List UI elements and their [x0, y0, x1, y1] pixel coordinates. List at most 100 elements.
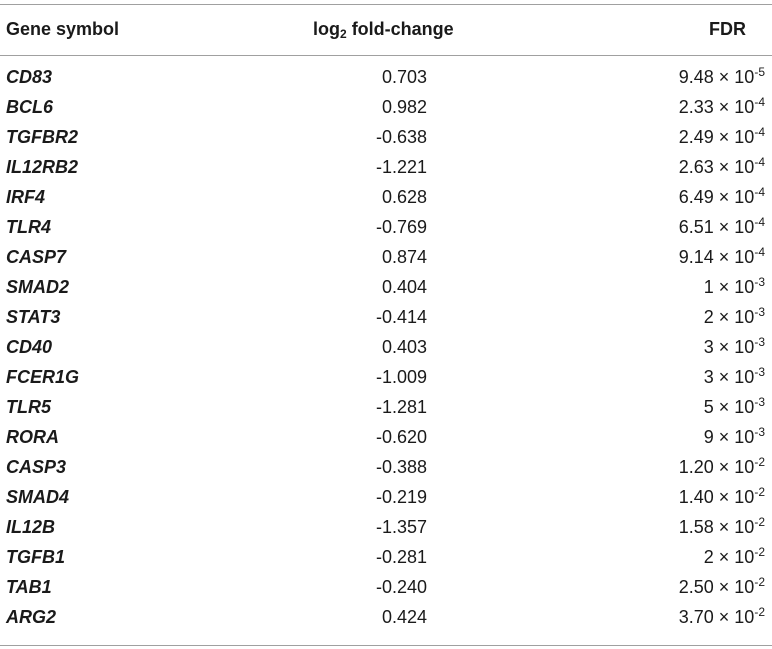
fdr-cell: 3 × 10-3	[704, 332, 765, 362]
fdr-exponent: -2	[754, 455, 765, 469]
gene-symbol-cell: CD40	[6, 337, 53, 357]
gene-symbol-cell: TLR4	[6, 217, 51, 237]
fdr-exponent: -4	[754, 245, 765, 259]
fdr-cell: 2.33 × 10-4	[679, 92, 765, 122]
fdr-cell: 9 × 10-3	[704, 422, 765, 452]
table-row: IL12RB2 -1.221 2.63 × 10-4	[0, 152, 772, 182]
gene-symbol-cell: BCL6	[6, 97, 54, 117]
fold-change-cell: 0.874	[381, 247, 427, 267]
fdr-times-ten: × 10	[713, 367, 755, 387]
fdr-times-ten: × 10	[713, 487, 755, 507]
fdr-mantissa: 1.40	[678, 487, 714, 507]
fdr-mantissa: 2	[703, 547, 714, 567]
fold-change-cell: 0.403	[381, 337, 427, 357]
gene-symbol-cell: ARG2	[6, 607, 57, 627]
fdr-mantissa: 5	[703, 397, 714, 417]
gene-symbol-cell: IL12B	[6, 517, 56, 537]
fdr-mantissa: 1.58	[678, 517, 714, 537]
fdr-cell: 3 × 10-3	[704, 362, 765, 392]
fold-change-cell: -0.414	[375, 307, 427, 327]
fdr-cell: 2.50 × 10-2	[679, 572, 765, 602]
fdr-mantissa: 1	[703, 277, 714, 297]
fdr-exponent: -2	[754, 545, 765, 559]
gene-symbol-cell: CASP7	[6, 247, 67, 267]
table-header-rule	[0, 55, 772, 56]
fold-change-cell: -0.281	[375, 547, 427, 567]
header-fold-change: log2 fold-change	[313, 18, 454, 40]
fdr-times-ten: × 10	[713, 97, 755, 117]
gene-symbol-cell: CASP3	[6, 457, 67, 477]
header-gene-symbol: Gene symbol	[6, 19, 120, 39]
fdr-cell: 2.63 × 10-4	[679, 152, 765, 182]
fdr-cell: 1.20 × 10-2	[679, 452, 765, 482]
fdr-times-ten: × 10	[713, 277, 755, 297]
fdr-mantissa: 2.50	[678, 577, 714, 597]
fdr-cell: 1.58 × 10-2	[679, 512, 765, 542]
table-row: IRF4 0.628 6.49 × 10-4	[0, 182, 772, 212]
header-fdr: FDR	[709, 19, 746, 39]
fdr-exponent: -2	[754, 575, 765, 589]
fdr-mantissa: 6.49	[678, 187, 714, 207]
table-row: IL12B -1.357 1.58 × 10-2	[0, 512, 772, 542]
fdr-times-ten: × 10	[713, 157, 755, 177]
fdr-times-ten: × 10	[713, 67, 755, 87]
fdr-exponent: -3	[754, 275, 765, 289]
fdr-mantissa: 2.33	[678, 97, 714, 117]
gene-symbol-cell: SMAD2	[6, 277, 70, 297]
fold-change-cell: 0.404	[381, 277, 427, 297]
fold-change-cell: -1.281	[375, 397, 427, 417]
fdr-cell: 5 × 10-3	[704, 392, 765, 422]
fdr-cell: 2.49 × 10-4	[679, 122, 765, 152]
fdr-exponent: -3	[754, 395, 765, 409]
fdr-mantissa: 3	[703, 337, 714, 357]
fdr-exponent: -3	[754, 305, 765, 319]
fdr-exponent: -4	[754, 155, 765, 169]
gene-symbol-cell: TGFB1	[6, 547, 66, 567]
table-row: RORA -0.620 9 × 10-3	[0, 422, 772, 452]
table-row: CASP3 -0.388 1.20 × 10-2	[0, 452, 772, 482]
fold-change-cell: 0.424	[381, 607, 427, 627]
fdr-exponent: -3	[754, 365, 765, 379]
fdr-times-ten: × 10	[713, 577, 755, 597]
fdr-times-ten: × 10	[713, 247, 755, 267]
fold-change-cell: -0.240	[375, 577, 427, 597]
fdr-cell: 1.40 × 10-2	[679, 482, 765, 512]
table-row: TGFB1 -0.281 2 × 10-2	[0, 542, 772, 572]
fdr-cell: 6.49 × 10-4	[679, 182, 765, 212]
fdr-exponent: -4	[754, 185, 765, 199]
fdr-cell: 6.51 × 10-4	[679, 212, 765, 242]
fdr-cell: 1 × 10-3	[704, 272, 765, 302]
gene-symbol-cell: TAB1	[6, 577, 52, 597]
fold-change-cell: -0.388	[375, 457, 427, 477]
fdr-cell: 9.48 × 10-5	[679, 62, 765, 92]
table-top-rule	[0, 4, 772, 5]
fdr-mantissa: 1.20	[678, 457, 714, 477]
fdr-times-ten: × 10	[713, 217, 755, 237]
gene-symbol-cell: TLR5	[6, 397, 51, 417]
fdr-times-ten: × 10	[713, 337, 755, 357]
fdr-cell: 2 × 10-3	[704, 302, 765, 332]
header-fold-change-log: log	[313, 19, 340, 39]
table-row: SMAD4 -0.219 1.40 × 10-2	[0, 482, 772, 512]
table-row: TAB1 -0.240 2.50 × 10-2	[0, 572, 772, 602]
fdr-mantissa: 9.14	[678, 247, 714, 267]
fold-change-cell: -1.009	[375, 367, 427, 387]
fdr-cell: 3.70 × 10-2	[679, 602, 765, 632]
gene-symbol-cell: TGFBR2	[6, 127, 78, 147]
table-bottom-rule	[0, 645, 772, 646]
table-row: BCL6 0.982 2.33 × 10-4	[0, 92, 772, 122]
fold-change-cell: -0.638	[375, 127, 427, 147]
fdr-exponent: -4	[754, 125, 765, 139]
fdr-mantissa: 2.63	[678, 157, 714, 177]
fdr-mantissa: 3	[703, 367, 714, 387]
table-row: ARG2 0.424 3.70 × 10-2	[0, 602, 772, 632]
gene-symbol-cell: SMAD4	[6, 487, 70, 507]
fdr-times-ten: × 10	[713, 307, 755, 327]
fdr-exponent: -4	[754, 95, 765, 109]
fdr-exponent: -2	[754, 605, 765, 619]
fdr-times-ten: × 10	[713, 397, 755, 417]
table-row: SMAD2 0.404 1 × 10-3	[0, 272, 772, 302]
fold-change-cell: 0.628	[381, 187, 427, 207]
fdr-mantissa: 6.51	[678, 217, 714, 237]
